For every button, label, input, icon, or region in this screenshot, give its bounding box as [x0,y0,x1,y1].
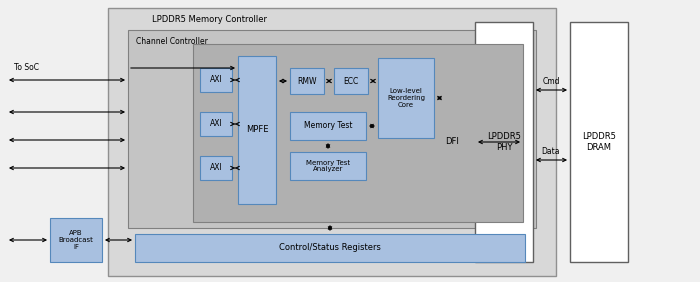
Bar [378,58,434,138]
Text: LPDDR5 Memory Controller: LPDDR5 Memory Controller [152,15,267,24]
Bar [290,152,366,180]
Bar [200,156,232,180]
Bar [475,22,533,262]
Bar [200,112,232,136]
Text: Control/Status Registers: Control/Status Registers [279,243,381,252]
Text: AXI: AXI [209,120,223,129]
Text: APB
Broadcast
IF: APB Broadcast IF [59,230,93,250]
Bar [334,68,368,94]
Bar [193,44,523,222]
Text: Cmd: Cmd [542,78,560,87]
Text: Memory Test: Memory Test [304,122,352,131]
Text: DFI: DFI [445,138,459,147]
Bar [50,218,102,262]
Text: Data: Data [542,147,560,157]
Text: To SoC: To SoC [14,63,39,72]
Bar [290,112,366,140]
Bar [290,68,324,94]
Text: Memory Test
Analyzer: Memory Test Analyzer [306,160,350,173]
Bar [200,68,232,92]
Text: Low-level
Reordering
Core: Low-level Reordering Core [387,88,425,108]
Text: LPDDR5
DRAM: LPDDR5 DRAM [582,132,616,152]
Text: RMW: RMW [298,76,316,85]
Bar [238,56,276,204]
Text: LPDDR5
PHY: LPDDR5 PHY [487,132,521,152]
Text: MPFE: MPFE [246,125,268,135]
Text: AXI: AXI [209,164,223,173]
Text: ECC: ECC [344,76,358,85]
Bar [128,30,536,228]
Text: AXI: AXI [209,76,223,85]
Bar [135,234,525,262]
Bar [108,8,556,276]
Bar [570,22,628,262]
Text: Channel Controller: Channel Controller [136,37,208,46]
